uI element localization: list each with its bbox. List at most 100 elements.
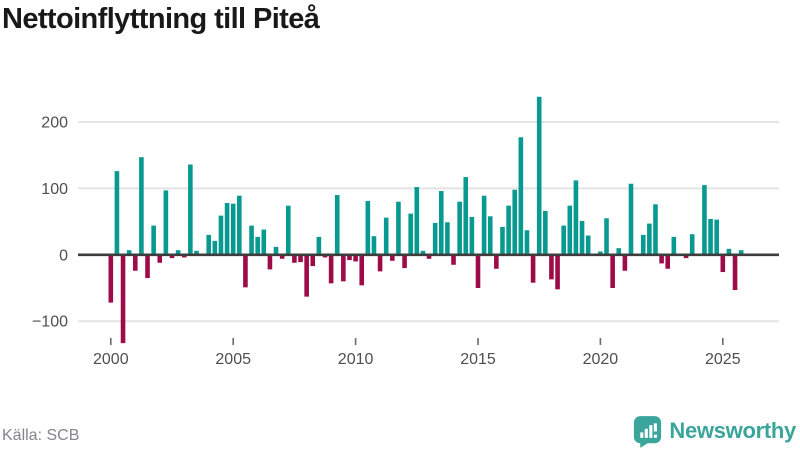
bar-2025-q2 [726,248,732,255]
bar-2011-q2 [383,217,389,255]
bar-2021-q1 [622,254,628,271]
bar-2015-q2 [481,195,487,255]
bar-2017-q1 [524,230,530,255]
bar-2004-q4 [224,203,230,255]
bar-2016-q1 [500,226,505,255]
bar-2024-q4 [714,219,719,255]
bar-2023-q1 [671,236,677,255]
bar-2012-q4 [420,250,426,255]
x-axis-label-2005: 2005 [215,351,251,368]
x-axis-label-2015: 2015 [460,351,496,368]
bar-2010-q3 [365,201,371,255]
bar-2019-q1 [573,180,579,255]
bar-2006-q1 [255,236,260,255]
bar-2013-q3 [438,191,444,255]
bar-2020-q1 [598,251,603,255]
bar-2021-q2 [628,183,634,255]
bar-2014-q2 [457,201,462,255]
bar-2017-q4 [543,210,548,255]
bar-2009-q3 [341,254,346,282]
bar-2000-q2 [114,171,120,255]
bar-2000-q4 [126,250,132,255]
bar-2020-q3 [610,254,615,288]
bar-2017-q3 [536,96,542,255]
y-axis-label-0: 0 [59,247,68,264]
bar-2022-q3 [659,254,664,264]
bar-2020-q4 [616,248,622,255]
bar-2011-q4 [396,201,401,255]
bar-2005-q2 [237,195,242,255]
page-title: Nettoinflyttning till Piteå [2,3,320,35]
bar-2022-q1 [647,223,652,255]
bar-2015-q4 [494,254,499,269]
bar-2012-q2 [408,213,413,255]
y-axis-label--100: −100 [32,314,68,331]
newsworthy-logo[interactable]: Newsworthy [633,415,796,448]
newsworthy-logo-text: Newsworthy [669,418,796,443]
bar-2004-q1 [206,234,212,255]
bar-2008-q4 [322,254,328,258]
bar-2011-q3 [390,254,395,261]
bar-2001-q1 [132,254,138,271]
bar-2011-q1 [377,254,383,272]
bar-2009-q4 [347,254,352,261]
bar-2025-q1 [720,254,726,273]
bar-2007-q4 [298,254,303,263]
bar-2020-q2 [604,218,609,255]
bar-2006-q3 [267,254,273,270]
bar-2003-q1 [181,254,187,258]
bar-2019-q3 [585,235,591,255]
bar-2024-q2 [702,185,707,255]
bar-2003-q2 [188,164,193,255]
bar-2010-q1 [353,254,358,262]
bar-2008-q3 [316,236,322,255]
bar-2001-q2 [139,157,144,255]
bar-2025-q3 [732,254,738,290]
bar-2007-q1 [279,254,285,259]
bar-2004-q3 [218,215,224,255]
bar-2013-q2 [432,222,438,255]
bar-2005-q3 [243,254,248,288]
bar-2007-q3 [292,254,297,263]
bar-2006-q2 [261,229,267,255]
bar-2001-q3 [145,254,150,279]
bar-2018-q3 [561,225,566,255]
bar-2001-q4 [151,225,156,255]
newsworthy-bubble-icon [634,415,662,448]
bar-2008-q2 [310,254,316,267]
bar-2023-q3 [683,254,689,259]
bar-2013-q4 [445,222,450,255]
y-axis-label-100: 100 [41,181,68,198]
bar-2004-q2 [212,240,218,255]
bar-2017-q2 [530,254,536,283]
bar-2005-q4 [249,225,254,255]
bar-2015-q1 [475,254,481,288]
bar-2005-q1 [230,203,236,255]
bar-2010-q4 [371,236,377,255]
y-axis-label-200: 200 [41,115,68,132]
bar-2002-q4 [175,250,181,255]
bar-2022-q2 [653,204,658,255]
bar-2025-q4 [738,250,744,255]
source-label: Källa: SCB [2,427,80,444]
x-axis-label-2025: 2025 [705,351,741,368]
bar-2018-q1 [549,254,554,280]
bar-2003-q3 [194,250,199,255]
bar-2019-q2 [579,220,585,255]
bar-2013-q1 [426,254,432,259]
bar-2000-q1 [108,254,114,303]
bar-2012-q1 [402,254,407,269]
bar-2010-q2 [359,254,365,286]
bar-2012-q3 [414,187,420,255]
bar-2024-q3 [708,218,713,255]
bar-2014-q4 [469,216,475,255]
bar-2022-q4 [665,254,671,269]
bar-2016-q3 [512,189,518,255]
bar-2008-q1 [304,254,309,297]
bar-2023-q4 [689,234,695,255]
bar-2009-q1 [328,254,334,284]
bar-2014-q1 [451,254,456,265]
bar-2018-q2 [555,254,560,290]
bar-2016-q4 [518,137,524,255]
